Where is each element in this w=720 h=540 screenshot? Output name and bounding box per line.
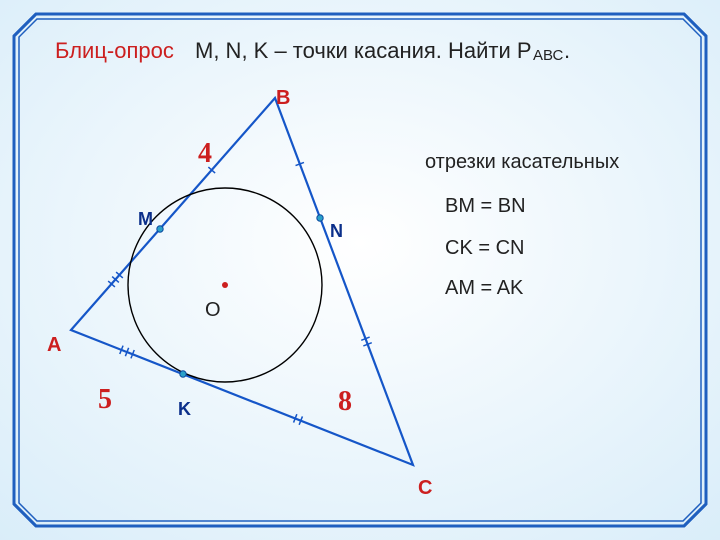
- label-M: M: [138, 210, 153, 228]
- label-n5: 5: [98, 386, 112, 414]
- label-K: K: [178, 400, 191, 418]
- point-K: [180, 371, 186, 377]
- point-M: [157, 226, 163, 232]
- label-A: А: [47, 335, 61, 355]
- label-title2b: АВС: [533, 48, 563, 63]
- label-title2a: M, N, K – точки касания. Найти Р: [195, 40, 532, 62]
- diagram-svg: [0, 0, 720, 540]
- label-B: В: [276, 88, 290, 108]
- label-eq1: BM = BN: [445, 196, 526, 216]
- label-O: О: [205, 300, 221, 320]
- background: [0, 0, 720, 540]
- point-N: [317, 215, 323, 221]
- label-tangents: отрезки касательных: [425, 152, 619, 172]
- label-C: С: [418, 478, 432, 498]
- point-O: [222, 282, 228, 288]
- label-N: N: [330, 222, 343, 240]
- label-title1: Блиц-опрос: [55, 40, 174, 62]
- label-eq3: AM = AK: [445, 278, 523, 298]
- label-eq2: CK = CN: [445, 238, 524, 258]
- label-n4: 4: [198, 140, 212, 168]
- label-n8: 8: [338, 388, 352, 416]
- slide-stage: Блиц-опрос M, N, K – точки касания. Найти…: [0, 0, 720, 540]
- label-title2c: .: [564, 40, 570, 62]
